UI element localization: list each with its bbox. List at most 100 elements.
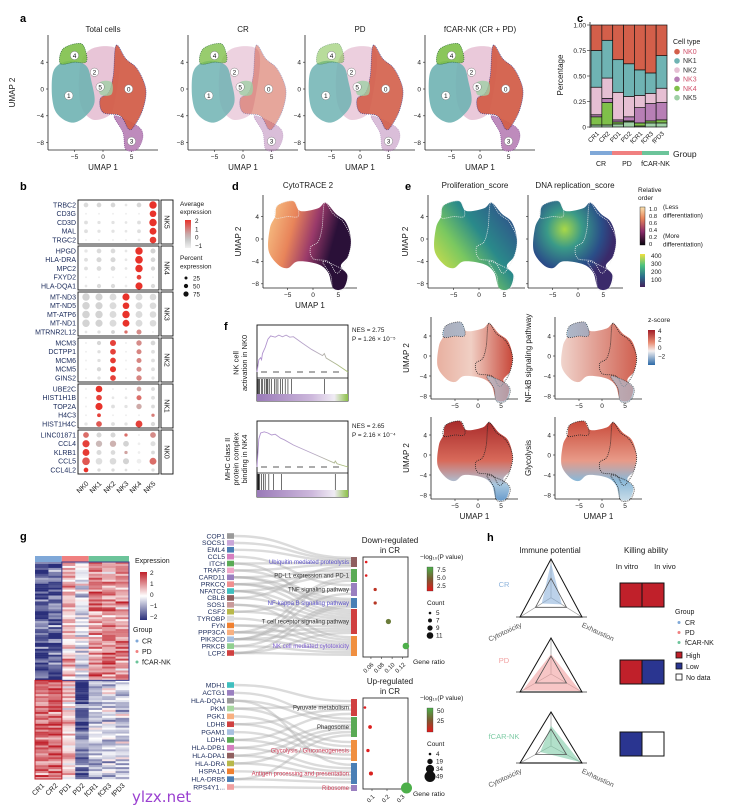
killing-column-label: In vivo xyxy=(654,562,676,571)
bar-segment-NK0 xyxy=(655,24,668,56)
expression-dot xyxy=(124,330,128,334)
heatmap-cell xyxy=(48,597,63,600)
x-tick-label: NK4 xyxy=(129,480,144,495)
heatmap-cell xyxy=(48,638,63,642)
count-legend-label: 11 xyxy=(436,633,443,640)
colorbar-tick: 2 xyxy=(658,337,662,344)
heatmap-cell xyxy=(88,723,103,726)
heatmap-cell xyxy=(48,589,63,592)
gene-label: LDHB xyxy=(207,722,226,729)
heatmap-cell xyxy=(35,597,49,600)
heatmap-cell xyxy=(75,625,89,628)
y-tick-label: −4 xyxy=(417,259,425,266)
heatmap-cell xyxy=(61,662,76,665)
heatmap-cell xyxy=(35,777,49,780)
gene-color-box xyxy=(227,595,234,601)
x-tick-label: 5 xyxy=(130,154,134,161)
expression-dot xyxy=(109,457,117,465)
heatmap-cell xyxy=(61,711,76,715)
heatmap-cell xyxy=(35,646,49,649)
expression-dot xyxy=(112,388,114,390)
expression-dot xyxy=(82,440,90,448)
expression-dot xyxy=(151,367,155,372)
y-axis-label: UMAP 2 xyxy=(8,77,17,107)
heatmap-cell xyxy=(48,634,63,638)
bar-segment-NK2 xyxy=(612,91,624,121)
bar-segment-NK4 xyxy=(634,122,646,127)
gsea-ylabel: NK cell xyxy=(232,351,241,375)
x-tick-label: 0.1 xyxy=(366,794,377,805)
heatmap-cell xyxy=(61,583,76,586)
heatmap-cell xyxy=(75,729,89,732)
heatmap-cell xyxy=(75,658,89,661)
gene-block-box xyxy=(77,291,160,337)
heatmap-cell xyxy=(35,599,49,602)
pathway-label: Phagosome xyxy=(317,725,350,731)
heatmap-cell xyxy=(61,723,76,726)
legend-title: −log₁₀(P value) xyxy=(420,695,463,702)
expression-dot xyxy=(96,394,102,401)
heatmap-cell xyxy=(88,625,103,628)
expression-dot xyxy=(110,257,116,263)
heatmap-cell xyxy=(88,633,103,636)
heatmap-cell xyxy=(75,676,89,679)
heatmap-cell xyxy=(48,613,63,616)
heatmap-cell xyxy=(35,765,49,768)
cluster-label: 0 xyxy=(504,86,508,93)
sankey-flow xyxy=(233,569,352,601)
colorbar-tick: 0 xyxy=(195,235,199,242)
block-label-box xyxy=(160,429,174,475)
sankey-flow xyxy=(233,699,352,724)
heatmap-cell xyxy=(48,642,63,646)
heatmap-cell xyxy=(48,715,63,719)
expression-dot xyxy=(125,276,127,279)
heatmap-cell xyxy=(35,666,49,669)
cluster-label-bubble xyxy=(381,84,391,94)
heatmap-cell xyxy=(88,562,103,565)
heatmap-cell xyxy=(102,644,116,648)
sankey-flow xyxy=(233,730,352,765)
block-label: NK4 xyxy=(163,261,170,275)
expression-dot xyxy=(85,414,87,417)
heatmap-cell xyxy=(75,585,89,588)
heatmap-cell xyxy=(35,773,49,776)
expression-dot xyxy=(110,432,116,438)
x-tick-label: 0 xyxy=(576,292,580,299)
expression-dot xyxy=(124,396,128,400)
heatmap-cell xyxy=(102,603,116,606)
heatmap-cell xyxy=(88,731,103,734)
heatmap-cell xyxy=(75,562,89,565)
panel-letter-h: h xyxy=(487,532,494,544)
dotplot-frame xyxy=(362,697,409,790)
x-tick-label: 5 xyxy=(601,292,605,299)
heatmap-cell xyxy=(48,633,63,636)
heatmap-cell xyxy=(75,583,89,586)
heatmap-cell xyxy=(35,753,49,756)
heatmap-cell xyxy=(48,567,63,571)
heatmap-cell xyxy=(35,607,49,610)
expression-dot xyxy=(124,267,128,270)
heatmap-cell xyxy=(102,581,116,584)
heatmap-cell xyxy=(88,611,103,614)
heatmap-cell xyxy=(35,711,49,715)
heatmap-cell xyxy=(75,638,89,642)
bar-segment-NK2 xyxy=(590,86,603,116)
heatmap-cell xyxy=(75,674,89,677)
heatmap-cell xyxy=(35,727,49,730)
x-tick-label: −5 xyxy=(451,503,459,510)
dot-plot: NK5TRBC2CD3GCD3DMALTRGC2NK4HPGDHLA-DRAMP… xyxy=(35,199,212,495)
sankey-flow xyxy=(233,579,352,641)
sankey-flow xyxy=(233,610,352,625)
legend-dot xyxy=(677,631,681,634)
expression-dot xyxy=(151,468,155,472)
heatmap-cell xyxy=(61,767,76,770)
heatmap-cell xyxy=(61,725,76,728)
heatmap-cell xyxy=(61,571,76,575)
heatmap-cell xyxy=(88,678,103,681)
expression-dot xyxy=(82,302,90,310)
heatmap-cell xyxy=(115,583,130,586)
expression-dot xyxy=(84,422,88,426)
heatmap-cell xyxy=(75,690,89,693)
